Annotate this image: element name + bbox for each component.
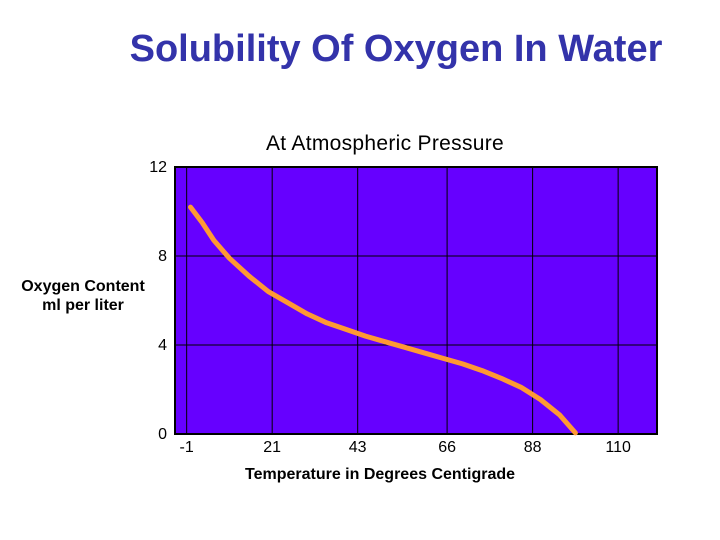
- y-axis-label-line-1: Oxygen Content: [21, 278, 145, 295]
- x-tick-label: 66: [438, 439, 456, 456]
- chart-subtitle: At Atmospheric Pressure: [266, 132, 504, 155]
- x-tick-label: 21: [263, 439, 281, 456]
- x-tick-label: 88: [524, 439, 542, 456]
- x-tick-label: 43: [349, 439, 367, 456]
- y-tick-label: 0: [158, 426, 167, 443]
- x-tick-label: -1: [180, 439, 194, 456]
- x-tick-label: 110: [605, 439, 631, 456]
- series-line: [188, 204, 578, 436]
- plot-area: [174, 166, 658, 435]
- x-axis-label: Temperature in Degrees Centigrade: [245, 466, 516, 483]
- y-axis-label: Oxygen Content ml per liter: [8, 277, 158, 315]
- y-tick-label: 4: [158, 337, 167, 354]
- y-tick-label: 12: [149, 159, 167, 176]
- y-axis-label-line-2: ml per liter: [42, 297, 124, 314]
- y-tick-label: 8: [158, 248, 167, 265]
- slide-title: Solubility Of Oxygen In Water: [129, 28, 663, 70]
